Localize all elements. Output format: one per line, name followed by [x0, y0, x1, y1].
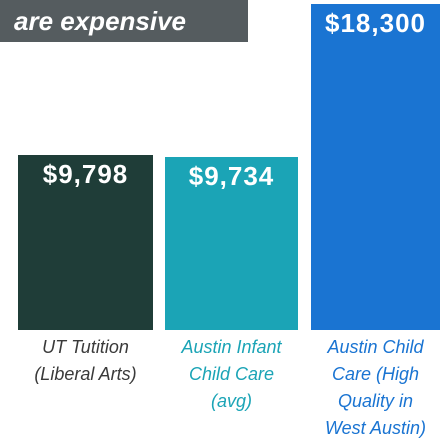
category-label: Austin Infant Child Care (avg)	[181, 337, 282, 411]
bar	[165, 156, 298, 330]
chart-title: are expensive	[0, 0, 248, 42]
bar	[18, 155, 153, 330]
bar	[311, 4, 440, 330]
value-label: $9,734	[188, 160, 275, 191]
category-label: UT Tutition (Liberal Arts)	[34, 337, 137, 384]
value-label: $18,300	[325, 8, 426, 38]
category-label: Austin Child Care (High Quality in West …	[324, 337, 427, 438]
value-label: $9,798	[42, 159, 129, 190]
